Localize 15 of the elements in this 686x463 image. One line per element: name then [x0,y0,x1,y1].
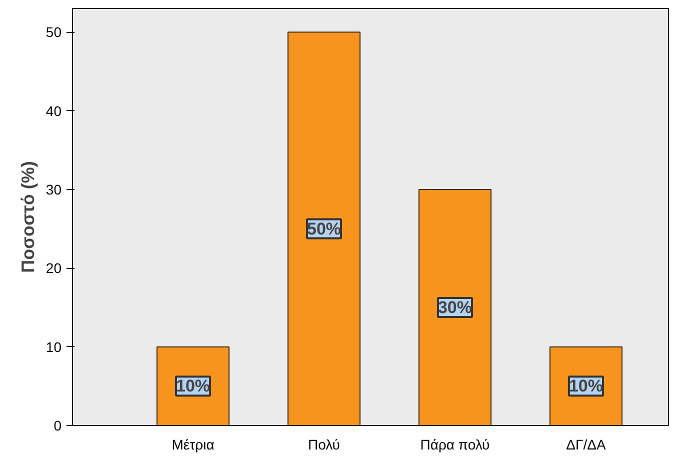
bar [549,346,622,426]
x-tick-label: ΔΓ/ΔΑ [566,436,606,452]
x-tick-label: Πολύ [308,436,340,452]
y-axis-title: Ποσοστό (%) [18,161,38,273]
bar [287,32,361,426]
y-tick-label: 20 [46,260,62,276]
bar [418,188,492,426]
y-tick-label: 50 [46,24,62,40]
bar [156,346,230,426]
x-tick-label: Πάρα πολύ [420,436,490,452]
y-tick-label: 40 [46,102,62,119]
y-tick-label: 10 [46,338,62,355]
x-tick-label: Μέτρια [172,436,214,452]
y-tick-label: 0 [54,418,62,434]
y-tick-label: 30 [46,181,62,198]
